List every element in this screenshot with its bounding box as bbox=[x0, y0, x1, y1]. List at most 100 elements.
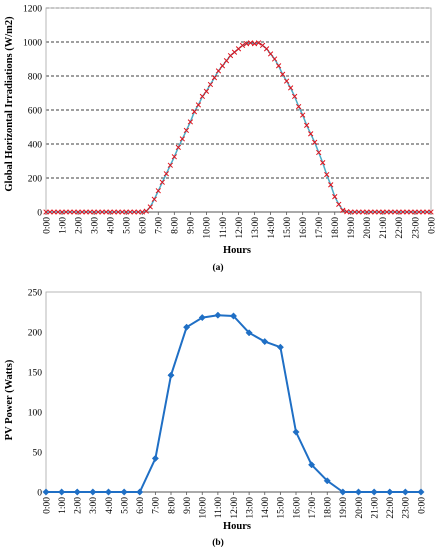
chart-a-data-point bbox=[195, 102, 202, 108]
chart-a-data-point bbox=[384, 209, 390, 215]
chart-a-data-point bbox=[267, 51, 274, 57]
chart-b-data-point bbox=[354, 488, 363, 496]
chart-b-x-tick-label: 6:00 bbox=[136, 497, 146, 514]
chart-a-data-point bbox=[115, 209, 121, 215]
chart-b-x-tick-label: 19:00 bbox=[339, 497, 349, 519]
chart-a-data-point bbox=[219, 63, 226, 69]
chart-a-data-point bbox=[107, 209, 113, 215]
chart-a-data-point bbox=[348, 209, 354, 215]
chart-a-x-tick-label: 23:00 bbox=[411, 217, 421, 239]
chart-a-data-point bbox=[67, 209, 73, 215]
chart-a-data-point bbox=[51, 209, 57, 215]
chart-b-data-point bbox=[167, 371, 175, 379]
chart-a-data-point bbox=[135, 209, 141, 215]
chart-a-data-point bbox=[91, 209, 97, 215]
chart-a-x-tick-label: 3:00 bbox=[90, 217, 100, 234]
chart-a-data-point bbox=[207, 81, 214, 88]
chart-a-data-point bbox=[239, 42, 246, 49]
chart-b-data-point bbox=[401, 488, 409, 496]
chart-b-data-point bbox=[89, 488, 97, 496]
chart-a-series-line bbox=[46, 42, 431, 213]
chart-a-data-point bbox=[424, 209, 430, 215]
chart-b-data-point bbox=[198, 314, 206, 322]
chart-b-data-point bbox=[58, 488, 66, 496]
chart-b-x-tick-label: 7:00 bbox=[152, 497, 162, 514]
chart-a-data-point bbox=[332, 194, 338, 200]
chart-a-y-axis-title: Global Horizontal Irradiations (W/m2) bbox=[4, 16, 15, 192]
chart-b-x-tick-label: 11:00 bbox=[214, 497, 224, 519]
chart-a-data-point bbox=[388, 209, 394, 215]
chart-b-x-tick-label: 20:00 bbox=[355, 497, 365, 519]
chart-a-data-point bbox=[83, 209, 89, 215]
chart-a-data-point bbox=[131, 209, 137, 215]
chart-a-panel-label: (a) bbox=[212, 262, 223, 273]
chart-a-data-point bbox=[171, 154, 177, 160]
chart-a-data-point bbox=[428, 209, 434, 215]
chart-b: PV Power (Watts) Hours (b) 0 50 100 150 200 2… bbox=[4, 288, 427, 548]
chart-a-data-point bbox=[271, 56, 278, 62]
chart-b-data-point bbox=[136, 488, 144, 496]
chart-a-data-point bbox=[43, 209, 49, 215]
chart-b-x-tick-label: 2:00 bbox=[74, 497, 84, 514]
chart-a-data-point bbox=[215, 68, 222, 74]
chart-b-x-tick-label: 0:00 bbox=[417, 497, 427, 514]
chart-a-data-point bbox=[328, 182, 334, 188]
chart-a-data-point bbox=[287, 85, 294, 91]
chart-a-data-point bbox=[47, 209, 53, 215]
chart-a-x-tick-label: 10:00 bbox=[203, 217, 213, 239]
chart-a-data-point bbox=[255, 40, 262, 46]
chart-a-data-point bbox=[191, 109, 198, 115]
chart-a-data-point bbox=[263, 46, 270, 52]
chart-a-x-tick-label: 15:00 bbox=[283, 217, 293, 239]
chart-a-data-point bbox=[211, 75, 218, 81]
chart-a-data-point bbox=[159, 179, 165, 185]
chart-a-data-point bbox=[312, 139, 318, 145]
chart-a-x-tick-label: 0:00 bbox=[427, 217, 437, 234]
chart-a-data-point bbox=[308, 131, 314, 137]
chart-a-data-point bbox=[324, 171, 330, 178]
chart-a-data-point bbox=[408, 209, 414, 215]
chart-a-data-point bbox=[416, 209, 422, 215]
chart-a-data-point bbox=[203, 88, 210, 94]
chart-a-data-point bbox=[400, 209, 406, 215]
chart-a: Global Horizontal Irradiations (W/m2) Ho… bbox=[4, 4, 437, 273]
chart-b-y-tick-label: 50 bbox=[33, 448, 43, 458]
chart-b-x-tick-label: 10:00 bbox=[199, 497, 209, 519]
chart-a-x-tick-label: 18:00 bbox=[331, 217, 341, 239]
chart-a-data-point bbox=[372, 209, 378, 215]
chart-a-data-point bbox=[163, 171, 169, 177]
chart-b-data-point bbox=[386, 488, 394, 496]
chart-b-data-point bbox=[229, 312, 238, 320]
chart-b-x-tick-label: 1:00 bbox=[58, 497, 68, 514]
chart-a-x-tick-label: 2:00 bbox=[74, 217, 84, 234]
chart-a-data-point bbox=[123, 209, 129, 215]
chart-a-data-point bbox=[352, 209, 358, 215]
chart-b-data-point bbox=[261, 338, 269, 346]
chart-a-x-tick-label: 0:00 bbox=[42, 217, 52, 234]
chart-b-x-tick-label: 9:00 bbox=[183, 497, 193, 514]
chart-b-data-point bbox=[151, 454, 159, 462]
chart-a-x-tick-label: 1:00 bbox=[58, 217, 68, 234]
chart-a-data-point bbox=[380, 209, 386, 215]
chart-b-data-point bbox=[214, 311, 222, 319]
chart-a-x-tick-label: 6:00 bbox=[139, 217, 149, 234]
chart-a-data-point bbox=[127, 209, 133, 215]
chart-a-x-tick-label: 13:00 bbox=[251, 217, 261, 239]
chart-b-x-tick-label: 12:00 bbox=[230, 497, 240, 519]
chart-a-data-point bbox=[300, 112, 306, 118]
chart-a-data-point bbox=[279, 71, 286, 77]
chart-a-x-tick-label: 17:00 bbox=[315, 217, 325, 239]
chart-a-x-tick-label: 12:00 bbox=[235, 217, 245, 239]
chart-a-x-tick-label: 7:00 bbox=[155, 217, 165, 234]
chart-a-data-point bbox=[87, 209, 93, 215]
chart-a-data-point bbox=[71, 209, 77, 215]
chart-a-data-point bbox=[275, 63, 282, 69]
chart-a-x-tick-label: 8:00 bbox=[171, 217, 181, 234]
chart-a-data-point bbox=[59, 209, 65, 215]
chart-a-x-tick-label: 16:00 bbox=[299, 217, 309, 239]
chart-b-series-line bbox=[46, 314, 421, 493]
chart-b-data-point bbox=[339, 488, 347, 496]
chart-a-y-tick-label: 200 bbox=[28, 174, 43, 184]
chart-a-data-point bbox=[243, 41, 250, 47]
